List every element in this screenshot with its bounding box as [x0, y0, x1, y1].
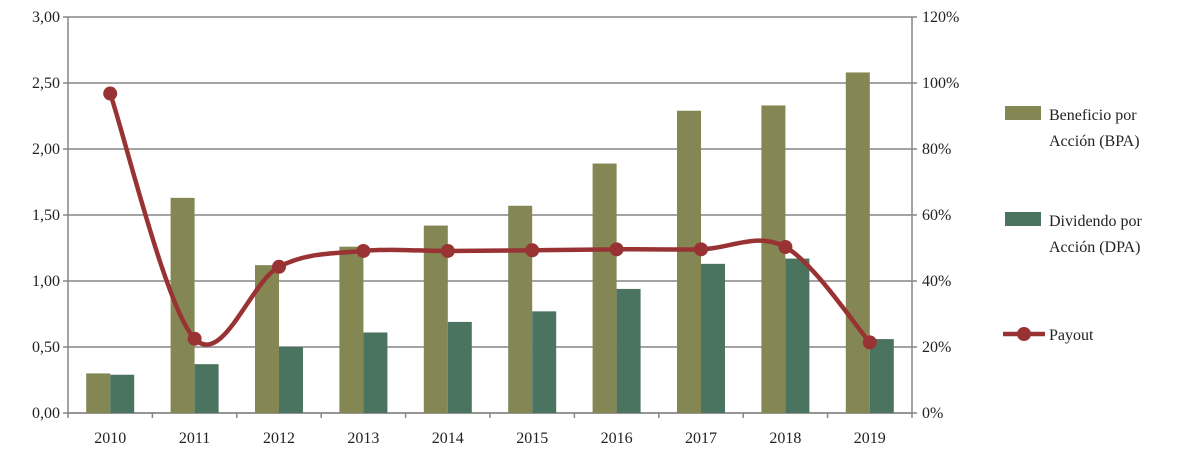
- payout-marker: [694, 242, 708, 257]
- legend-swatch: [1005, 106, 1041, 120]
- y2-tick-label: 100%: [922, 75, 959, 92]
- legend-label: Beneficio por: [1049, 107, 1137, 124]
- bar-bpa: [86, 373, 111, 413]
- bar-dpa: [363, 332, 388, 413]
- bar-dpa: [532, 311, 557, 413]
- payout-marker: [187, 331, 202, 346]
- bar-dpa: [869, 339, 894, 413]
- x-tick-label: 2019: [854, 430, 886, 447]
- y2-tick-label: 80%: [922, 141, 951, 158]
- payout-marker: [609, 242, 624, 257]
- bar-bpa: [761, 105, 786, 413]
- bar-dpa: [110, 374, 135, 413]
- y2-tick-label: 60%: [922, 207, 951, 224]
- x-tick-label: 2016: [601, 430, 633, 447]
- x-tick-label: 2018: [769, 430, 801, 447]
- bar-dpa: [701, 263, 725, 413]
- x-tick-label: 2014: [432, 430, 464, 447]
- bar-bpa: [845, 72, 870, 413]
- x-tick-label: 2015: [516, 430, 548, 447]
- bar-bpa: [508, 205, 533, 413]
- legend-marker: [1017, 327, 1031, 341]
- y-tick-label: 0,50: [32, 339, 60, 356]
- legend-label: Payout: [1049, 327, 1094, 344]
- bar-bpa: [677, 110, 701, 413]
- payout-marker: [272, 259, 286, 274]
- bar-dpa: [785, 258, 810, 413]
- payout-line: [108, 92, 872, 347]
- legend-label: Acción (DPA): [1049, 239, 1140, 256]
- bar-bpa: [592, 163, 617, 413]
- bar-dpa: [279, 347, 303, 413]
- bar-dpa: [447, 321, 472, 413]
- payout-marker: [778, 240, 793, 255]
- y-tick-label: 1,50: [32, 207, 60, 224]
- bar-dpa: [616, 288, 641, 413]
- x-tick-label: 2010: [94, 430, 126, 447]
- y2-tick-label: 20%: [922, 339, 951, 356]
- y-tick-label: 0,00: [32, 405, 60, 422]
- payout-marker: [440, 243, 455, 258]
- y-tick-label: 1,00: [32, 273, 60, 290]
- bar-dpa: [194, 364, 219, 413]
- payout-marker: [862, 335, 877, 350]
- y2-tick-label: 0%: [922, 405, 943, 422]
- payout-marker: [525, 243, 540, 258]
- x-tick-label: 2011: [179, 430, 210, 447]
- y2-tick-label: 120%: [922, 9, 959, 26]
- x-tick-label: 2017: [685, 430, 717, 447]
- bar-bpa: [339, 246, 364, 413]
- payout-marker: [103, 86, 118, 101]
- legend-label: Acción (BPA): [1049, 133, 1140, 150]
- bar-bpa: [423, 225, 448, 413]
- payout-marker: [356, 243, 371, 258]
- y-tick-label: 2,00: [32, 141, 60, 158]
- legend-swatch: [1005, 212, 1041, 226]
- y-tick-label: 3,00: [32, 9, 60, 26]
- x-tick-label: 2012: [263, 430, 295, 447]
- y2-tick-label: 40%: [922, 273, 951, 290]
- y-tick-label: 2,50: [32, 75, 60, 92]
- legend-label: Dividendo por: [1049, 213, 1143, 230]
- x-tick-label: 2013: [347, 430, 379, 447]
